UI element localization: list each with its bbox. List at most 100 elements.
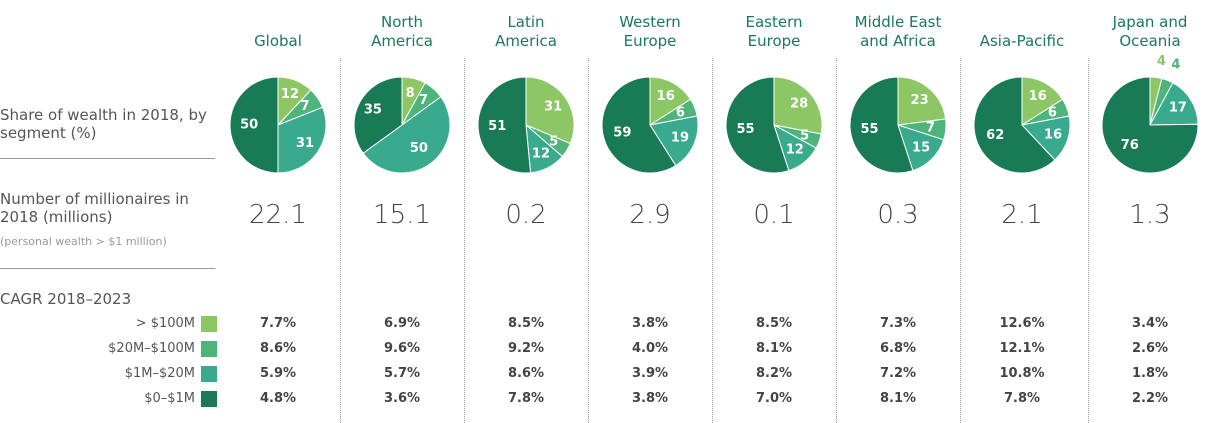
- cagr-value: 8.5%: [507, 316, 545, 331]
- pie-slice: [353, 76, 403, 154]
- pie-slice: [477, 76, 532, 174]
- cagr-value: 8.1%: [755, 341, 793, 356]
- slice-label: 4: [1157, 54, 1166, 69]
- pie-slice: [362, 96, 451, 174]
- column-separator: [1088, 58, 1089, 423]
- slice-label: 28: [790, 97, 808, 112]
- pie-slice: [773, 76, 823, 135]
- cagr-value: 7.8%: [507, 391, 545, 406]
- region-name: Asia-Pacific: [979, 32, 1065, 50]
- cagr-value: 6.8%: [879, 341, 917, 356]
- pie-slice: [525, 76, 575, 145]
- region-name: Western Europe: [619, 13, 681, 50]
- pie-slice: [601, 76, 677, 174]
- cagr-value: 9.2%: [507, 341, 545, 356]
- segment-swatch: [201, 391, 217, 407]
- cagr-value: 3.9%: [631, 366, 669, 381]
- millionaires-value: 0.1: [753, 200, 795, 230]
- cagr-value: 12.6%: [999, 316, 1045, 331]
- cagr-value: 9.6%: [383, 341, 421, 356]
- slice-label: 17: [1169, 101, 1187, 116]
- pie-slice: [649, 115, 699, 167]
- cagr-value: 5.7%: [383, 366, 421, 381]
- slice-label: 12: [786, 143, 804, 158]
- share-label: Share of wealth in 2018, by segment (%): [0, 106, 207, 142]
- slice-label: 55: [861, 122, 879, 137]
- pie-slice: [849, 76, 914, 174]
- cagr-value: 6.9%: [383, 316, 421, 331]
- cagr-value: 12.1%: [999, 341, 1045, 356]
- slice-label: 76: [1121, 138, 1139, 153]
- cagr-value: 2.6%: [1131, 341, 1169, 356]
- slice-label: 35: [364, 103, 382, 118]
- slice-label: 23: [911, 93, 929, 108]
- slice-label: 15: [912, 141, 930, 156]
- cagr-value: 8.5%: [755, 316, 793, 331]
- slice-label: 8: [406, 86, 415, 101]
- slice-label: 50: [410, 141, 428, 156]
- slice-label: 12: [532, 147, 550, 162]
- cagr-value: 7.8%: [1003, 391, 1041, 406]
- slice-label: 51: [488, 119, 506, 134]
- pie-slice: [725, 76, 790, 174]
- cagr-value: 7.0%: [755, 391, 793, 406]
- pie-slice: [1021, 76, 1064, 126]
- slice-label: 12: [281, 87, 299, 102]
- slice-label: 55: [737, 122, 755, 137]
- column-separator: [712, 58, 713, 423]
- cagr-value: 8.2%: [755, 366, 793, 381]
- slice-label: 6: [1048, 105, 1057, 120]
- segment-label: $1M–$20M: [124, 366, 195, 381]
- slice-label: 19: [671, 130, 689, 145]
- millionaires-value: 2.1: [1001, 200, 1043, 230]
- slice-label: 5: [549, 135, 558, 150]
- column-separator: [340, 58, 341, 423]
- segment-label: $0–$1M: [144, 391, 195, 406]
- column-separator: [464, 58, 465, 423]
- pie-slice: [897, 76, 947, 126]
- pie-slice: [229, 76, 279, 174]
- cagr-value: 1.8%: [1131, 366, 1169, 381]
- slice-label: 31: [544, 99, 562, 114]
- slice-label: 16: [657, 89, 675, 104]
- region-name: Global: [254, 32, 302, 50]
- cagr-value: 7.7%: [259, 316, 297, 331]
- column-separator: [588, 58, 589, 423]
- region-name: North America: [371, 13, 433, 50]
- slice-label: 59: [613, 126, 631, 141]
- pie-slice: [649, 76, 692, 126]
- slice-label: 31: [296, 136, 314, 151]
- region-name: Japan and Oceania: [1112, 13, 1188, 50]
- cagr-value: 5.9%: [259, 366, 297, 381]
- cagr-value: 7.2%: [879, 366, 917, 381]
- millionaires-value: 1.3: [1129, 200, 1171, 230]
- pie-slice: [1101, 76, 1199, 174]
- millionaires-label: Number of millionaires in 2018 (millions…: [0, 190, 189, 226]
- segment-swatch: [201, 366, 217, 382]
- region-name: Eastern Europe: [745, 13, 803, 50]
- slice-label: 7: [926, 121, 935, 136]
- cagr-value: 3.4%: [1131, 316, 1169, 331]
- pie-slice: [1021, 115, 1071, 161]
- cagr-value: 8.6%: [259, 341, 297, 356]
- slice-label: 62: [986, 128, 1004, 143]
- pie-slice: [973, 76, 1056, 174]
- slice-label: 16: [1044, 128, 1062, 143]
- region-name: Latin America: [495, 13, 557, 50]
- cagr-value: 3.6%: [383, 391, 421, 406]
- segment-label: > $100M: [135, 316, 195, 331]
- slice-label: 16: [1029, 89, 1047, 104]
- slice-label: 7: [419, 93, 428, 108]
- rule: [0, 158, 215, 159]
- cagr-value: 3.8%: [631, 391, 669, 406]
- segment-label: $20M–$100M: [108, 341, 195, 356]
- cagr-value: 4.0%: [631, 341, 669, 356]
- slice-label: 6: [676, 105, 685, 120]
- cagr-value: 7.3%: [879, 316, 917, 331]
- millionaires-value: 0.2: [505, 200, 547, 230]
- millionaires-value: 2.9: [629, 200, 671, 230]
- cagr-value: 3.8%: [631, 316, 669, 331]
- cagr-value: 10.8%: [999, 366, 1045, 381]
